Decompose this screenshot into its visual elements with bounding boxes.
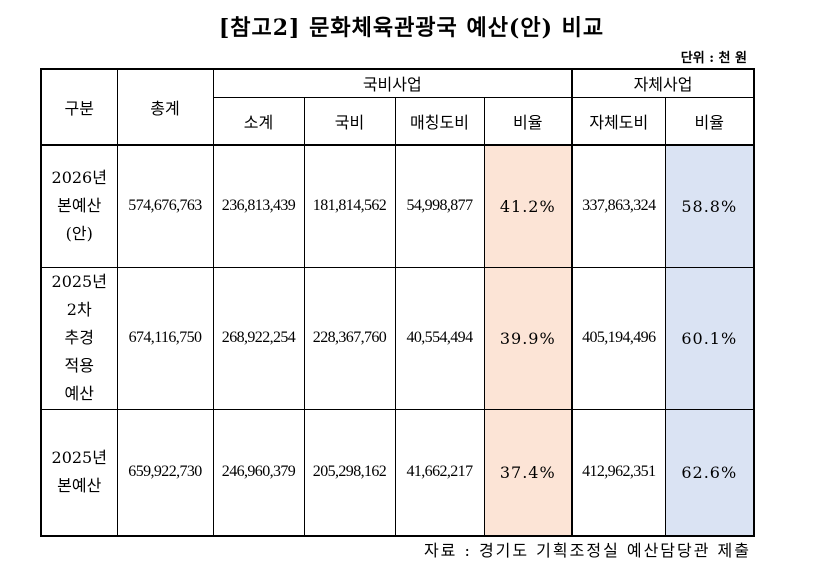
cell-ratio-national: 37.4%: [483, 408, 573, 537]
header-own-provincial: 자체도비: [571, 96, 666, 146]
budget-comparison-table: 구분 총계 국비사업 자체사업 소계 국비 매칭도비 비율 자체도비 비율 20…: [40, 68, 756, 537]
row-label: 2025년 본예산: [40, 408, 118, 537]
cell-total: 674,116,750: [116, 266, 214, 410]
source-note: 자료 : 경기도 기획조정실 예산담당관 제출: [423, 541, 751, 560]
page-title: [참고2] 문화체육관광국 예산(안) 비교: [218, 15, 605, 41]
cell-own: 412,962,351: [571, 408, 666, 537]
header-matching: 매칭도비: [394, 96, 485, 146]
cell-national: 181,814,562: [303, 144, 396, 268]
cell-own: 337,863,324: [571, 144, 666, 268]
header-national-group: 국비사업: [212, 68, 573, 98]
cell-subtotal: 236,813,439: [212, 144, 305, 268]
cell-matching: 54,998,877: [394, 144, 485, 268]
cell-ratio-own: 58.8%: [664, 144, 756, 268]
row-label: 2026년 본예산 (안): [40, 144, 118, 268]
cell-ratio-national: 41.2%: [483, 144, 573, 268]
cell-own: 405,194,496: [571, 266, 666, 410]
header-own-group: 자체사업: [571, 68, 756, 98]
cell-subtotal: 268,922,254: [212, 266, 305, 410]
header-total: 총계: [116, 68, 214, 146]
cell-ratio-national: 39.9%: [483, 266, 573, 410]
cell-matching: 40,554,494: [394, 266, 485, 410]
header-ratio-own: 비율: [664, 96, 756, 146]
header-subtotal: 소계: [212, 96, 305, 146]
table-row: 2025년 본예산 659,922,730 246,960,379 205,298…: [40, 408, 756, 537]
cell-subtotal: 246,960,379: [212, 408, 305, 537]
table-row: 2025년 2차 추경 적용 예산 674,116,750 268,922,254 22…: [40, 266, 756, 410]
table-row: 2026년 본예산 (안) 574,676,763 236,813,439 181,…: [40, 144, 756, 268]
cell-national: 228,367,760: [303, 266, 396, 410]
cell-national: 205,298,162: [303, 408, 396, 537]
cell-ratio-own: 60.1%: [664, 266, 756, 410]
row-label: 2025년 2차 추경 적용 예산: [40, 266, 118, 410]
cell-matching: 41,662,217: [394, 408, 485, 537]
header-national: 국비: [303, 96, 396, 146]
header-ratio-national: 비율: [483, 96, 573, 146]
unit-label: 단위 : 천 원: [680, 51, 747, 66]
cell-total: 574,676,763: [116, 144, 214, 268]
cell-total: 659,922,730: [116, 408, 214, 537]
cell-ratio-own: 62.6%: [664, 408, 756, 537]
header-gubun: 구분: [40, 68, 118, 146]
